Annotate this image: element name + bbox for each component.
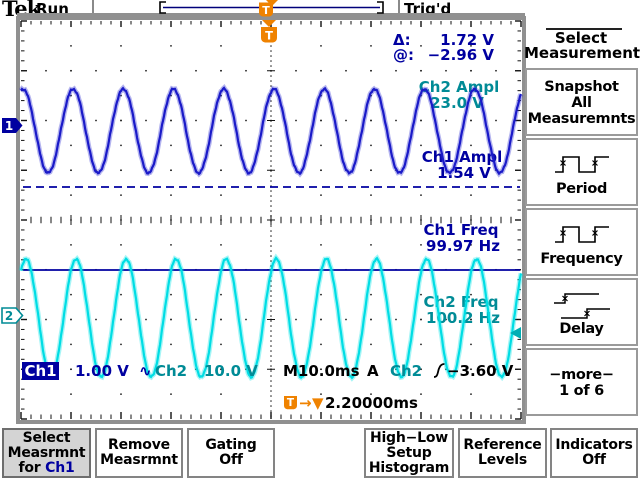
menu-item-frequency[interactable]: Frequency xyxy=(525,208,638,276)
trigger-level-arrow-icon[interactable] xyxy=(510,327,521,339)
cursor-delta-value: 1.72 V xyxy=(440,31,494,49)
btn-line-channel: Ch1 xyxy=(45,460,75,476)
topbar-divider xyxy=(398,0,400,19)
svg-text:T: T xyxy=(287,397,295,409)
meas-ch1-freq-label: Ch1 Freq xyxy=(424,221,499,239)
trigger-position-flag-label: T xyxy=(265,29,273,43)
btn-line-prefix: for xyxy=(18,460,46,476)
menu-item-period[interactable]: Period xyxy=(525,138,638,206)
meas-ch1-freq-value: 99.97 Hz xyxy=(426,237,500,255)
menu-item-frequency-label: Frequency xyxy=(540,251,623,267)
btn-line: High−Low xyxy=(369,430,449,446)
ch1-coupling-icon: ∿ xyxy=(139,362,152,380)
side-menu-title: Select Measurement xyxy=(524,29,640,62)
meas-ch2-ampl-value: 23.0 V xyxy=(430,94,484,112)
delay-arrow-icon: → xyxy=(299,394,312,412)
timebase-readout: M10.0ms xyxy=(283,362,360,380)
btn-line: Off xyxy=(582,452,606,468)
bottom-menu-indicators[interactable]: Indicators Off xyxy=(550,428,638,478)
btn-line: Remove xyxy=(108,437,170,453)
btn-line: Levels xyxy=(478,452,527,468)
cursor-delta-label: Δ: xyxy=(393,31,411,49)
menu-item-snapshot-line1: Snapshot xyxy=(544,79,619,95)
cursor-at-label: @: xyxy=(393,46,414,64)
ch2-ground-marker[interactable]: 2 xyxy=(1,307,24,324)
meas-ch2-freq-label: Ch2 Freq xyxy=(424,293,499,311)
btn-line: Measrmnt xyxy=(7,445,86,461)
menu-item-delay-label: Delay xyxy=(559,321,604,337)
delay-time-readout: 2.20000ms xyxy=(325,394,418,412)
square-wave-icon xyxy=(554,156,609,173)
ch2-marker-label: 2 xyxy=(5,309,13,323)
menu-item-snapshot[interactable]: Snapshot All Measuremnts xyxy=(525,68,638,136)
btn-line: for Ch1 xyxy=(4,461,89,476)
waveforms xyxy=(18,84,524,382)
delay-edges-icon xyxy=(553,293,610,319)
bottom-menu-gating[interactable]: Gating Off xyxy=(187,428,275,478)
ch1-marker-label: 1 xyxy=(5,119,13,133)
trigger-position-flag-icon[interactable] xyxy=(261,27,277,43)
btn-line: Histogram xyxy=(368,460,450,476)
bottom-menu-remove-measrmnt[interactable]: Remove Measrmnt xyxy=(95,428,183,478)
menu-item-more[interactable]: −more− 1 of 6 xyxy=(525,348,638,416)
btn-line: Gating xyxy=(205,437,257,453)
menu-item-more-line2: 1 of 6 xyxy=(559,383,604,399)
menu-item-snapshot-line3: Measuremnts xyxy=(527,111,636,127)
record-view-left-bracket-icon xyxy=(159,1,166,14)
side-menu-title-line1: Select xyxy=(554,29,608,47)
ch1-ground-marker[interactable]: 1 xyxy=(2,118,23,133)
btn-line: Select xyxy=(22,430,71,446)
delay-pointer-icon: ▼ xyxy=(312,394,324,412)
delay-trigger-flag-icon: T xyxy=(284,396,297,410)
topbar-divider xyxy=(92,0,94,19)
side-menu-title-line2: Measurement xyxy=(524,44,640,62)
menu-item-period-label: Period xyxy=(555,181,608,197)
ch1-scale-value: 1.00 V xyxy=(75,362,129,380)
bottom-menu-reference-levels[interactable]: Reference Levels xyxy=(458,428,547,478)
record-trigger-flag-label: T xyxy=(262,4,270,17)
btn-line: Indicators xyxy=(555,437,633,453)
side-menu-title-rule xyxy=(546,28,622,30)
trigger-level-readout: −3.60 V xyxy=(447,362,514,380)
record-view-right-bracket-icon xyxy=(377,1,384,14)
trigger-position-pointer-icon[interactable] xyxy=(262,20,276,27)
ch1-scale-badge[interactable]: Ch1 xyxy=(22,362,59,380)
menu-item-more-line1: −more− xyxy=(549,367,614,383)
trigger-slope-rising-icon xyxy=(433,363,445,378)
btn-line: Off xyxy=(219,452,243,468)
meas-ch1-ampl-value: 1.54 V xyxy=(437,164,491,182)
acquisition-mode: A xyxy=(367,362,379,380)
cursor-at-value: −2.96 V xyxy=(428,46,495,64)
meas-ch2-ampl-label: Ch2 Ampl xyxy=(419,78,499,96)
btn-line: Reference xyxy=(463,437,542,453)
ch2-waveform xyxy=(19,255,523,380)
ch2-scale-label[interactable]: Ch2 xyxy=(155,362,188,380)
ch1-waveform xyxy=(20,86,523,176)
ch2-scale-value: 10.0 V xyxy=(204,362,258,380)
bottom-menu-select-measrmnt[interactable]: Select Measrmnt for Ch1 xyxy=(2,428,91,478)
square-wave-icon xyxy=(554,226,609,243)
btn-line: Measrmnt xyxy=(100,452,178,468)
record-trigger-flag-icon[interactable] xyxy=(259,2,273,17)
menu-item-delay[interactable]: Delay xyxy=(525,278,638,346)
trigger-source: Ch2 xyxy=(390,362,423,380)
btn-line: Setup xyxy=(386,445,432,461)
bottom-menu-high-low-setup[interactable]: High−Low Setup Histogram xyxy=(364,428,454,478)
menu-item-snapshot-line2: All xyxy=(571,95,592,111)
